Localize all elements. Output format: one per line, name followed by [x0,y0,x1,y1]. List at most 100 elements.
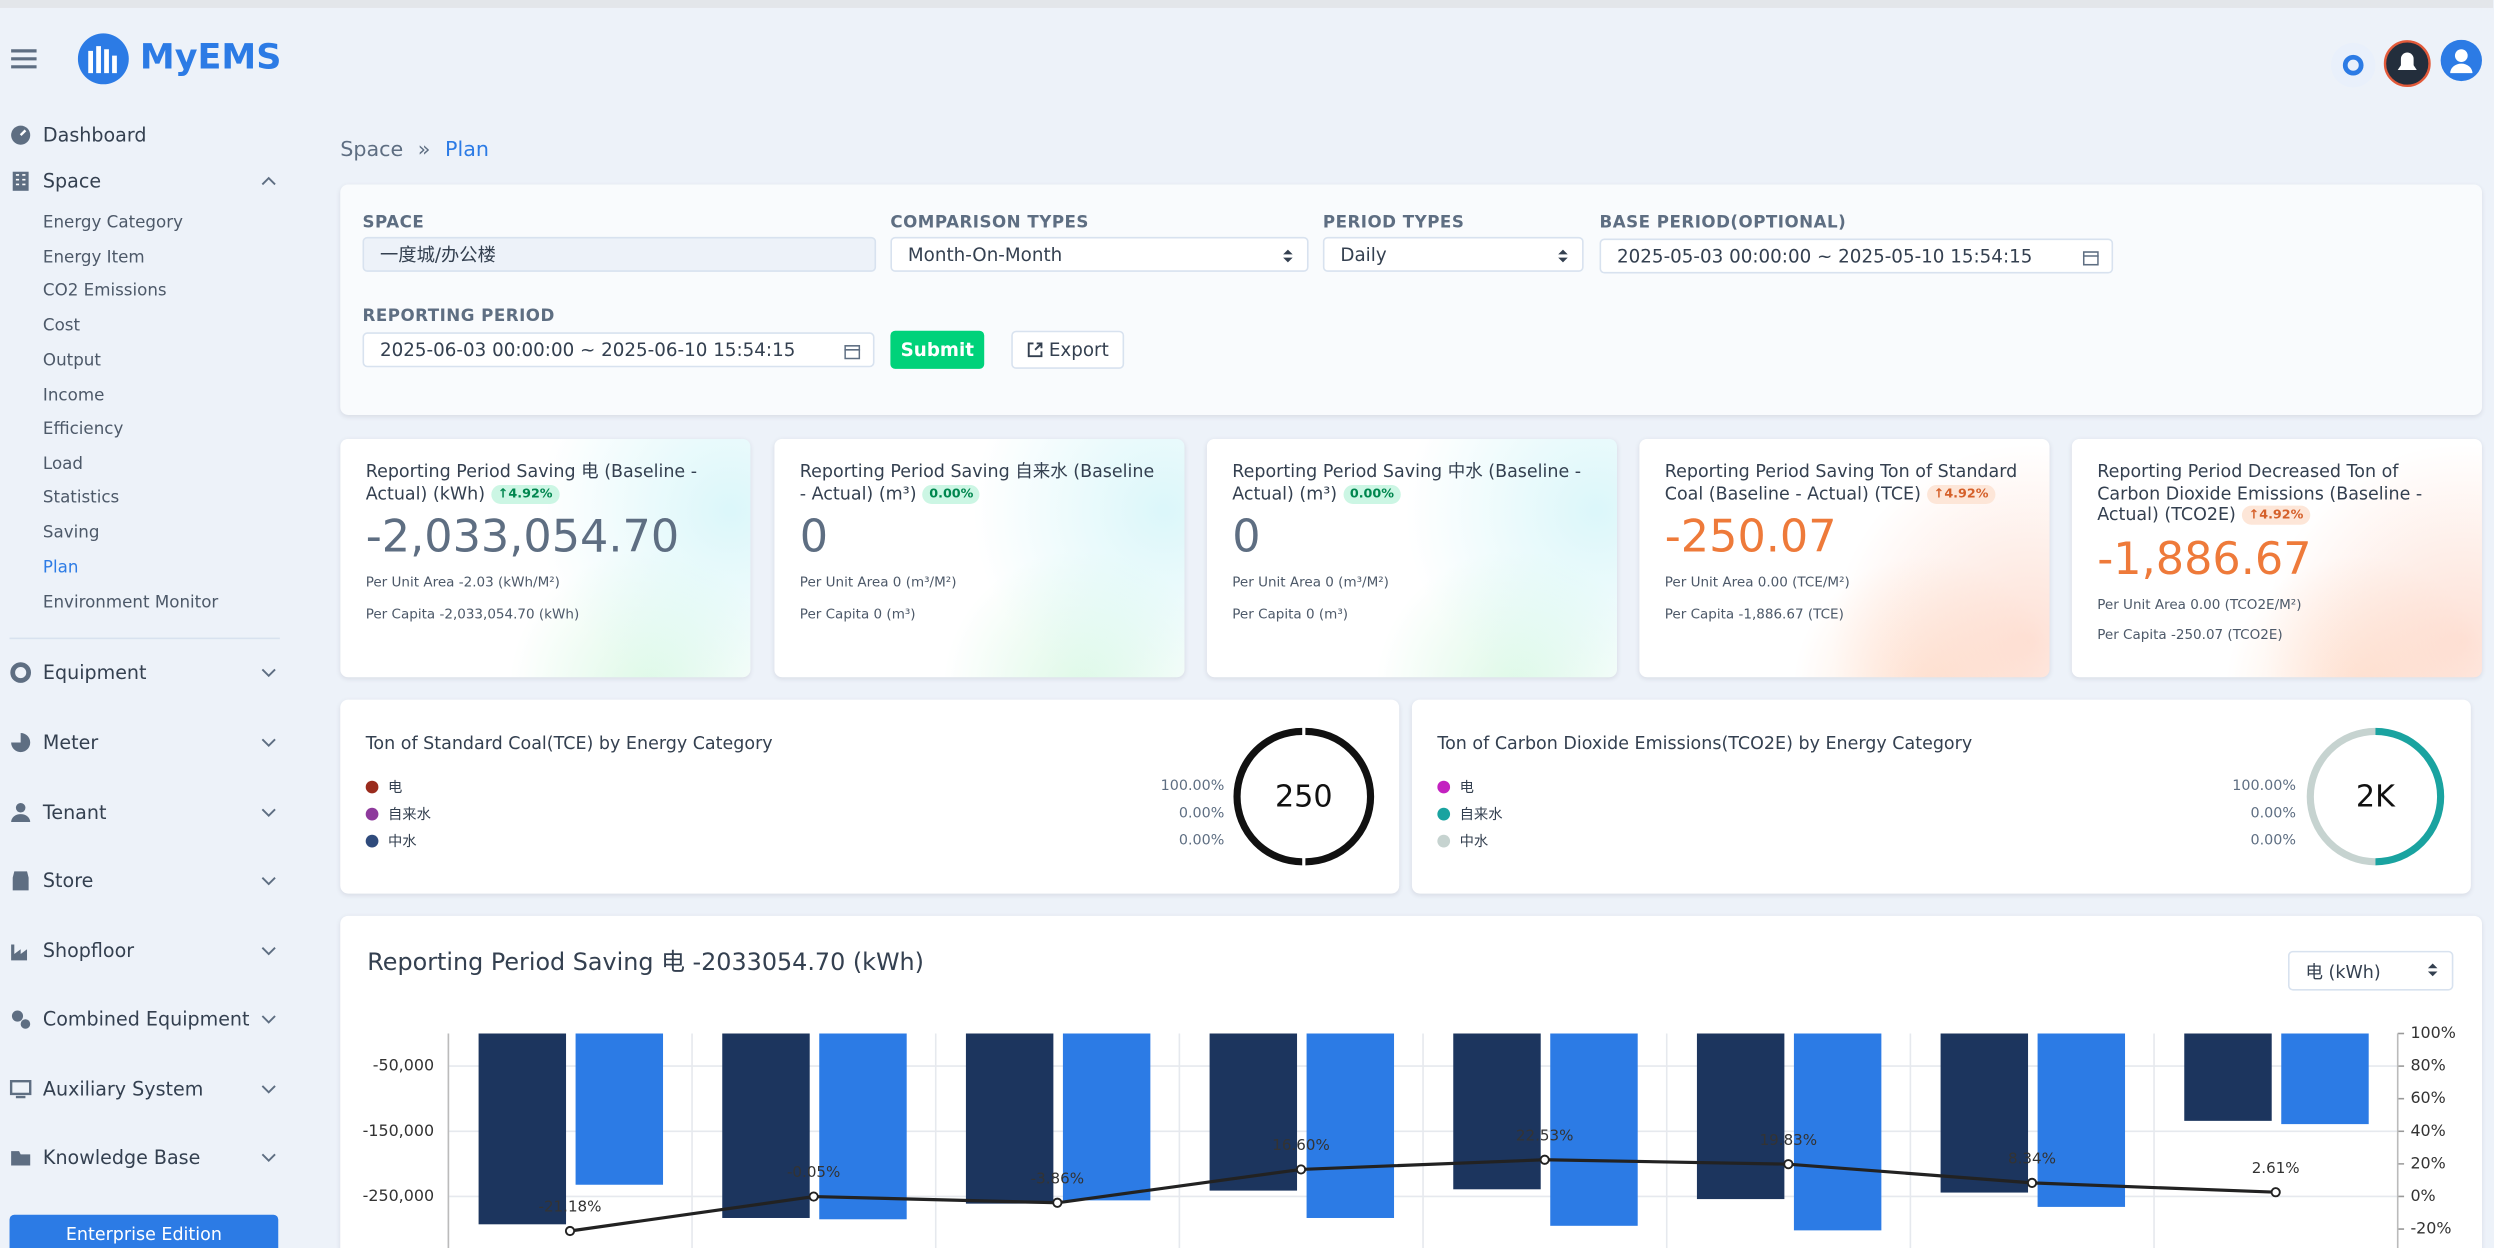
nav-subitem[interactable]: Environment Monitor [42,593,219,613]
legend-item: 电 100.00% [1437,776,2296,797]
breadcrumb-item[interactable]: Space [340,138,404,163]
nav-item[interactable]: Dashboard [10,118,280,153]
nav-subitem[interactable]: Income [42,386,105,406]
legend-dot [365,806,379,820]
legend-name: 中水 [387,834,417,851]
breadcrumb-separator: » [417,138,431,163]
donut: 250 [1233,727,1375,866]
comparison-select[interactable]: Month-On-Month [890,236,1309,272]
nav-subitem[interactable]: Load [42,454,84,474]
bar [1550,1033,1638,1226]
nav-label: Combined Equipment [42,1008,250,1031]
y2-tick-label: 100% [2410,1023,2455,1042]
nav-item[interactable]: Shopfloor [10,933,280,968]
legend-share: 0.00% [1178,805,1225,822]
bar [965,1033,1054,1204]
legend-name: 电 [1459,780,1474,797]
nav-label: Shopfloor [42,939,135,962]
user-icon [2454,49,2468,63]
chevron-up [261,176,276,186]
legend-dot [365,833,379,847]
chart-title: Reporting Period Saving 电 -2033054.70 (k… [367,947,924,977]
edition-button[interactable]: Enterprise Edition [9,1214,279,1248]
y-tick-label: -50,000 [373,1056,434,1075]
nav-item[interactable]: Meter [10,725,280,760]
data-label: -0.05% [787,1163,840,1181]
bar [819,1033,907,1220]
nav-subitem[interactable]: Energy Category [42,213,183,233]
settings-button[interactable] [2330,42,2376,88]
nav-label: Auxiliary System [42,1078,204,1101]
nav-item[interactable]: Tenant [10,795,280,830]
nav-subitem[interactable]: Efficiency [42,419,124,439]
bar [1696,1033,1785,1200]
nav-subitem-active[interactable]: Plan [42,558,79,578]
bar [1209,1033,1298,1191]
brand[interactable]: MyEMS [139,38,282,78]
kpi-per-unit-area: Per Unit Area 0.00 (TCE/M²) [1664,575,1850,592]
menu-toggle[interactable] [10,48,39,70]
nav-subitem[interactable]: Saving [42,523,100,543]
nav-subitem[interactable]: Output [42,351,101,371]
nav-label: Dashboard [42,124,147,147]
nav-subitem[interactable]: CO2 Emissions [42,281,167,301]
bar [575,1033,664,1185]
nav-item[interactable]: Knowledge Base [10,1140,280,1175]
kpi-per-unit-area: Per Unit Area 0 (m³/M²) [799,575,957,592]
kpi-content: Reporting Period Decreased Ton of Carbon… [2097,461,2456,648]
calendar-icon [844,345,861,360]
chevron-down [261,1153,276,1163]
base-period-input[interactable]: 2025-05-03 00:00:00 ~ 2025-05-10 15:54:1… [1599,238,2114,274]
donut-center: 250 [1275,780,1333,815]
input-value: 2025-05-03 00:00:00 ~ 2025-05-10 15:54:1… [1617,244,2033,268]
y2-tick-label: 60% [2410,1088,2445,1107]
kpi-per-unit-area: Per Unit Area -2.03 (kWh/M²) [365,575,560,592]
y2-tick-label: 20% [2410,1153,2445,1172]
nav-subitem[interactable]: Energy Item [42,248,145,268]
nav-item[interactable]: Space [10,164,280,199]
nav-subitem[interactable]: Cost [42,316,81,336]
breadcrumb: Space » Plan [340,138,489,162]
kpi-value: 0 [1232,510,1261,563]
bar [1062,1033,1151,1201]
share-card: Ton of Standard Coal(TCE) by Energy Cate… [340,699,1400,894]
nav-item[interactable]: Store [10,863,280,898]
legend-item: 中水 0.00% [1437,830,2296,851]
kpi-content: Reporting Period Saving Ton of Standard … [1665,461,2024,626]
browser-strip [0,0,2494,8]
y-tick-label: -150,000 [363,1121,434,1140]
reporting-period-input[interactable]: 2025-06-03 00:00:00 ~ 2025-06-10 15:54:1… [362,332,875,368]
export-button[interactable]: Export [1011,330,1125,369]
kpi-badge: 0.00% [1343,484,1401,504]
nav-icon [12,871,29,891]
space-input[interactable]: 一度城/办公楼 [362,236,877,272]
nav-item[interactable]: Equipment [10,655,280,690]
field-label: SPACE [362,213,425,233]
nav-label: Knowledge Base [42,1146,201,1169]
period-select[interactable]: Daily [1322,236,1584,272]
submit-button[interactable]: Submit [890,330,985,369]
nav-item[interactable]: Combined Equipment [10,1002,280,1037]
ratio-point [1295,1164,1307,1175]
nav-item[interactable]: Auxiliary System [9,1072,280,1107]
legend-dot [365,779,379,793]
nav-label: Equipment [42,661,147,684]
nav-label: Meter [42,731,99,754]
donut-ring [2306,727,2376,866]
bar [1940,1033,2029,1193]
kpi-title: Reporting Period Saving Ton of Standard … [1664,461,2018,504]
kpi-per-unit-area: Per Unit Area 0.00 (TCO2E/M²) [2097,597,2302,613]
nav-label: Tenant [42,801,107,824]
kpi-card: Reporting Period Saving Ton of Standard … [1639,438,2050,678]
kpi-per-capita: Per Capita 0 (m³) [799,606,916,623]
share-title: Ton of Carbon Dioxide Emissions(TCO2E) b… [1437,732,1973,754]
share-title: Ton of Standard Coal(TCE) by Energy Cate… [365,732,773,754]
unit-select[interactable]: 电 (kWh) [2288,950,2454,991]
ratio-point [1052,1197,1063,1208]
kpi-title: Reporting Period Saving 自来水 (Baseline - … [799,461,1155,504]
kpi-card: Reporting Period Decreased Ton of Carbon… [2071,438,2482,678]
nav-subitem[interactable]: Statistics [42,488,120,508]
kpi-card: Reporting Period Saving 电 (Baseline - Ac… [340,438,751,678]
nav-icon [10,662,32,683]
